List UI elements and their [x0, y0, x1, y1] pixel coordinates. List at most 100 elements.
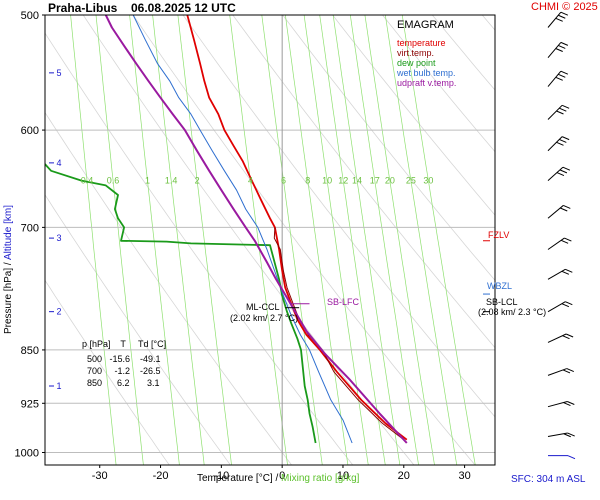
wind-barb-flag — [559, 107, 567, 112]
sounding-table-row-850: 850 6.2 3.1 — [82, 378, 160, 388]
mixing-ratio-label: 6 — [281, 176, 286, 186]
pressure-tick-label: 600 — [21, 125, 39, 137]
temperature-tick-label: 20 — [398, 470, 410, 482]
wind-barb — [547, 432, 568, 438]
legend-wet-bulb: wet bulb temp. — [397, 68, 456, 78]
sounding-table-row-500: 500 -15.6 -49.1 — [82, 354, 161, 364]
dry-adiabat — [232, 15, 495, 349]
mixing-ratio-line — [303, 15, 369, 465]
dry-adiabat — [45, 111, 293, 465]
mixing-ratio-line — [332, 15, 401, 465]
wind-barb-flag — [560, 239, 569, 244]
wind-barb-flag — [555, 17, 563, 22]
plot-area — [45, 0, 600, 483]
mixing-ratio-line — [349, 15, 419, 465]
y-axis-title: Pressure [hPa] / Altitude [km] — [3, 205, 14, 334]
dry-adiabat — [45, 279, 170, 465]
wind-barb-flag — [558, 14, 566, 19]
mixing-ratio-line — [261, 15, 323, 465]
mixing-ratio-line — [364, 15, 435, 465]
wind-barb — [547, 11, 562, 28]
wind-barb — [547, 237, 565, 250]
mixing-ratio-line — [95, 15, 144, 465]
mixing-ratio-label: 30 — [423, 176, 433, 186]
mixing-ratio-label: 0.6 — [107, 176, 120, 186]
wbzl-label: WBZL — [487, 281, 513, 291]
wind-barb-flag — [561, 136, 570, 141]
legend-temperature: temperature — [397, 38, 446, 48]
y-axis-title-altitude: Altitude [km] — [3, 205, 14, 261]
mixing-ratio-line — [401, 15, 476, 465]
ml-ccl-label: ML-CCL — [246, 302, 280, 312]
mixing-ratio-label: 14 — [352, 176, 362, 186]
legend-virt-temp: virt.temp. — [397, 48, 435, 58]
legend-title: EMAGRAM — [397, 19, 454, 31]
temperature-tick-label: 0 — [279, 470, 285, 482]
wind-barb-flag — [556, 110, 564, 115]
altitude-tick-label: 1 — [56, 381, 61, 391]
dry-adiabat — [510, 0, 600, 483]
dry-adiabat — [45, 32, 354, 465]
x-axis-title-mixing: Mixing ratio [g/kg] — [281, 473, 360, 484]
y-axis-title-pressure: Pressure [hPa] — [3, 267, 14, 334]
sb-lcl-value: (2.08 km/ 2.3 °C) — [478, 307, 547, 317]
mixing-ratio-label: 1 — [145, 176, 150, 186]
wind-barb-flag — [556, 141, 564, 146]
sfc-label: SFC: 304 m ASL — [511, 474, 586, 485]
wind-barb-flag — [559, 139, 567, 143]
wind-barb — [547, 104, 563, 120]
temperature-tick-label: -20 — [153, 470, 169, 482]
mixing-ratio-line — [177, 15, 232, 465]
wind-barb — [547, 42, 562, 59]
wind-barb-flag — [560, 41, 569, 46]
mixing-ratio-label: 2 — [195, 176, 200, 186]
temperature-tick-label: -30 — [92, 470, 108, 482]
wind-barb-flag — [560, 207, 568, 212]
mixing-ratio-label: 8 — [305, 176, 310, 186]
wind-barb-flag — [564, 237, 572, 242]
sounding-table-row-700: 700 -1.2 -26.5 — [82, 366, 161, 376]
mixing-ratio-label: 1.4 — [165, 176, 178, 186]
wind-barb-flag — [560, 70, 569, 75]
wind-barb — [547, 301, 566, 313]
mixing-ratio-label: 10 — [322, 176, 332, 186]
wind-barb-flag — [555, 48, 563, 52]
wind-barb-flag — [561, 104, 570, 109]
temperature-tick-label: 10 — [337, 470, 349, 482]
fzlv-label: FZLV — [488, 230, 510, 240]
x-axis-title: Temperature [°C] / Mixing ratio [g/kg] — [197, 473, 360, 484]
temperature-tick-label: -10 — [213, 470, 229, 482]
series-temperature — [186, 15, 408, 441]
pressure-tick-label: 850 — [21, 345, 39, 357]
sb-lcl-label: SB-LCL — [486, 297, 518, 307]
temperature-tick-label: 30 — [458, 470, 470, 482]
wind-barb-flag — [555, 76, 563, 81]
mixing-ratio-line — [285, 15, 349, 465]
mixing-ratio-line — [152, 15, 205, 465]
credit-label: CHMI © 2025 — [531, 1, 598, 13]
mixing-ratio-line — [319, 15, 386, 465]
dry-adiabat — [282, 15, 495, 281]
wind-barb-flag — [567, 455, 576, 460]
pressure-tick-label: 500 — [21, 10, 39, 22]
pressure-tick-label: 1000 — [15, 448, 39, 460]
altitude-tick-label: 2 — [56, 307, 61, 317]
wind-barb-flag — [556, 172, 565, 177]
series-udpraft-v-temp — [104, 15, 408, 444]
wind-barb-flag — [562, 166, 571, 171]
wind-barb — [547, 70, 562, 87]
dry-adiabat — [182, 15, 495, 418]
altitude-tick-label: 5 — [56, 68, 61, 78]
pressure-tick-label: 700 — [21, 222, 39, 234]
mixing-ratio-line — [129, 15, 180, 465]
dry-adiabat — [45, 194, 231, 465]
pressure-tick-label: 925 — [21, 398, 39, 410]
mixing-ratio-label: 17 — [370, 176, 380, 186]
mixing-ratio-label: 25 — [406, 176, 416, 186]
wind-barb — [547, 205, 564, 219]
dry-adiabat — [332, 15, 495, 216]
wind-barb-flag — [567, 401, 575, 405]
wind-barb — [547, 333, 567, 343]
wind-barb-flag — [561, 303, 570, 308]
